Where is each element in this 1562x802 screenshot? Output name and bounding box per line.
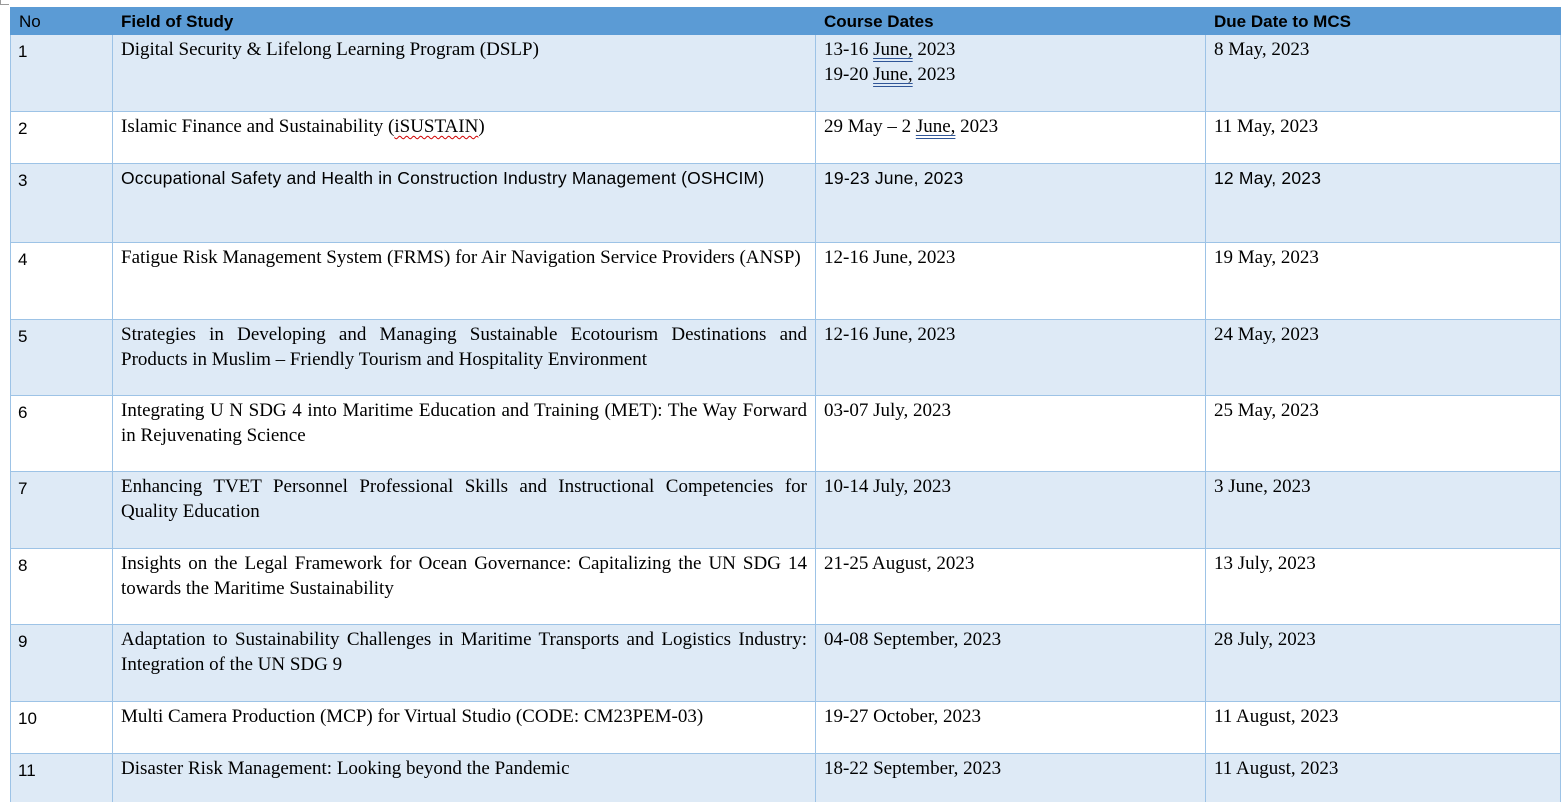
header-course-dates: Course Dates xyxy=(815,7,1206,35)
header-field-of-study: Field of Study xyxy=(112,7,816,35)
header-due-date: Due Date to MCS xyxy=(1205,7,1561,35)
course-dates: 10-14 July, 2023 xyxy=(815,471,1206,549)
course-dates: 04-08 September, 2023 xyxy=(815,624,1206,702)
field-of-study: Disaster Risk Management: Looking beyond… xyxy=(112,753,816,802)
table-header-row: No Field of Study Course Dates Due Date … xyxy=(10,7,1561,35)
row-number: 11 xyxy=(10,753,113,802)
field-of-study: Enhancing TVET Personnel Professional Sk… xyxy=(112,471,816,549)
due-date: 24 May, 2023 xyxy=(1205,319,1561,396)
row-number: 4 xyxy=(10,242,113,320)
due-date: 12 May, 2023 xyxy=(1205,163,1561,243)
field-of-study: Insights on the Legal Framework for Ocea… xyxy=(112,548,816,625)
table-row: 7 Enhancing TVET Personnel Professional … xyxy=(10,471,1561,549)
header-no: No xyxy=(10,7,113,35)
due-date: 11 August, 2023 xyxy=(1205,753,1561,802)
table-row: 10 Multi Camera Production (MCP) for Vir… xyxy=(10,701,1561,754)
course-dates: 21-25 August, 2023 xyxy=(815,548,1206,625)
course-dates: 19-27 October, 2023 xyxy=(815,701,1206,754)
row-number: 1 xyxy=(10,34,113,112)
row-number: 5 xyxy=(10,319,113,396)
field-of-study: Fatigue Risk Management System (FRMS) fo… xyxy=(112,242,816,320)
due-date: 11 August, 2023 xyxy=(1205,701,1561,754)
spelling-mark: iSUSTAIN xyxy=(394,116,479,137)
course-dates-line: 13-16 June, 2023 xyxy=(824,39,956,60)
row-number: 6 xyxy=(10,395,113,472)
field-of-study: Digital Security & Lifelong Learning Pro… xyxy=(112,34,816,112)
course-dates: 18-22 September, 2023 xyxy=(815,753,1206,802)
course-dates: 29 May – 2 June, 2023 xyxy=(815,111,1206,164)
row-number: 8 xyxy=(10,548,113,625)
row-number: 9 xyxy=(10,624,113,702)
course-dates-line: 19-20 June, 2023 xyxy=(824,64,956,85)
field-of-study: Integrating U N SDG 4 into Maritime Educ… xyxy=(112,395,816,472)
course-dates: 19-23 June, 2023 xyxy=(815,163,1206,243)
due-date: 3 June, 2023 xyxy=(1205,471,1561,549)
table-row: 3 Occupational Safety and Health in Cons… xyxy=(10,163,1561,243)
page-corner-mark xyxy=(0,0,9,5)
field-of-study: Strategies in Developing and Managing Su… xyxy=(112,319,816,396)
row-number: 3 xyxy=(10,163,113,243)
field-of-study: Multi Camera Production (MCP) for Virtua… xyxy=(112,701,816,754)
field-of-study: Adaptation to Sustainability Challenges … xyxy=(112,624,816,702)
due-date: 25 May, 2023 xyxy=(1205,395,1561,472)
field-of-study: Islamic Finance and Sustainability (iSUS… xyxy=(112,111,816,164)
due-date: 8 May, 2023 xyxy=(1205,34,1561,112)
course-dates: 12-16 June, 2023 xyxy=(815,319,1206,396)
due-date: 11 May, 2023 xyxy=(1205,111,1561,164)
row-number: 2 xyxy=(10,111,113,164)
course-dates: 03-07 July, 2023 xyxy=(815,395,1206,472)
row-number: 7 xyxy=(10,471,113,549)
table-row: 1 Digital Security & Lifelong Learning P… xyxy=(10,34,1561,112)
field-of-study: Occupational Safety and Health in Constr… xyxy=(112,163,816,243)
course-dates: 12-16 June, 2023 xyxy=(815,242,1206,320)
table-row: 9 Adaptation to Sustainability Challenge… xyxy=(10,624,1561,702)
table-row: 4 Fatigue Risk Management System (FRMS) … xyxy=(10,242,1561,320)
due-date: 28 July, 2023 xyxy=(1205,624,1561,702)
table-row: 2 Islamic Finance and Sustainability (iS… xyxy=(10,111,1561,164)
table-row: 11 Disaster Risk Management: Looking bey… xyxy=(10,753,1561,802)
course-dates: 13-16 June, 2023 19-20 June, 2023 xyxy=(815,34,1206,112)
table-row: 6 Integrating U N SDG 4 into Maritime Ed… xyxy=(10,395,1561,472)
course-schedule-table: No Field of Study Course Dates Due Date … xyxy=(10,7,1561,802)
grammar-mark: June, xyxy=(873,39,913,60)
grammar-mark: June, xyxy=(873,64,913,85)
due-date: 19 May, 2023 xyxy=(1205,242,1561,320)
table-row: 8 Insights on the Legal Framework for Oc… xyxy=(10,548,1561,625)
grammar-mark: June, xyxy=(915,116,956,137)
row-number: 10 xyxy=(10,701,113,754)
table-row: 5 Strategies in Developing and Managing … xyxy=(10,319,1561,396)
due-date: 13 July, 2023 xyxy=(1205,548,1561,625)
